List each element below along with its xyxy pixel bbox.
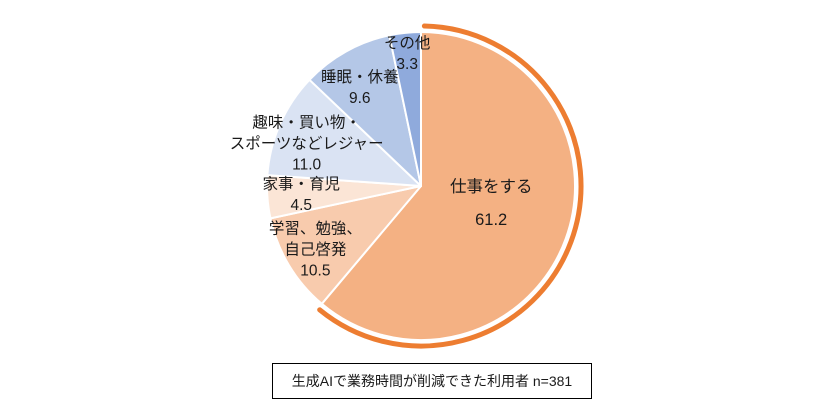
pie-slice-4: [266, 78, 422, 187]
pie-slice-1: [320, 31, 576, 341]
chart-note-text: 生成AIで業務時間が削減できた利用者 n=381: [291, 373, 573, 389]
emphasis-arc: [317, 23, 584, 349]
pie-slice-2: [269, 185, 422, 305]
pie-slice-6: [388, 31, 422, 187]
chart-note-box: 生成AIで業務時間が削減できた利用者 n=381: [272, 363, 592, 399]
pie-slice-5: [308, 34, 422, 187]
